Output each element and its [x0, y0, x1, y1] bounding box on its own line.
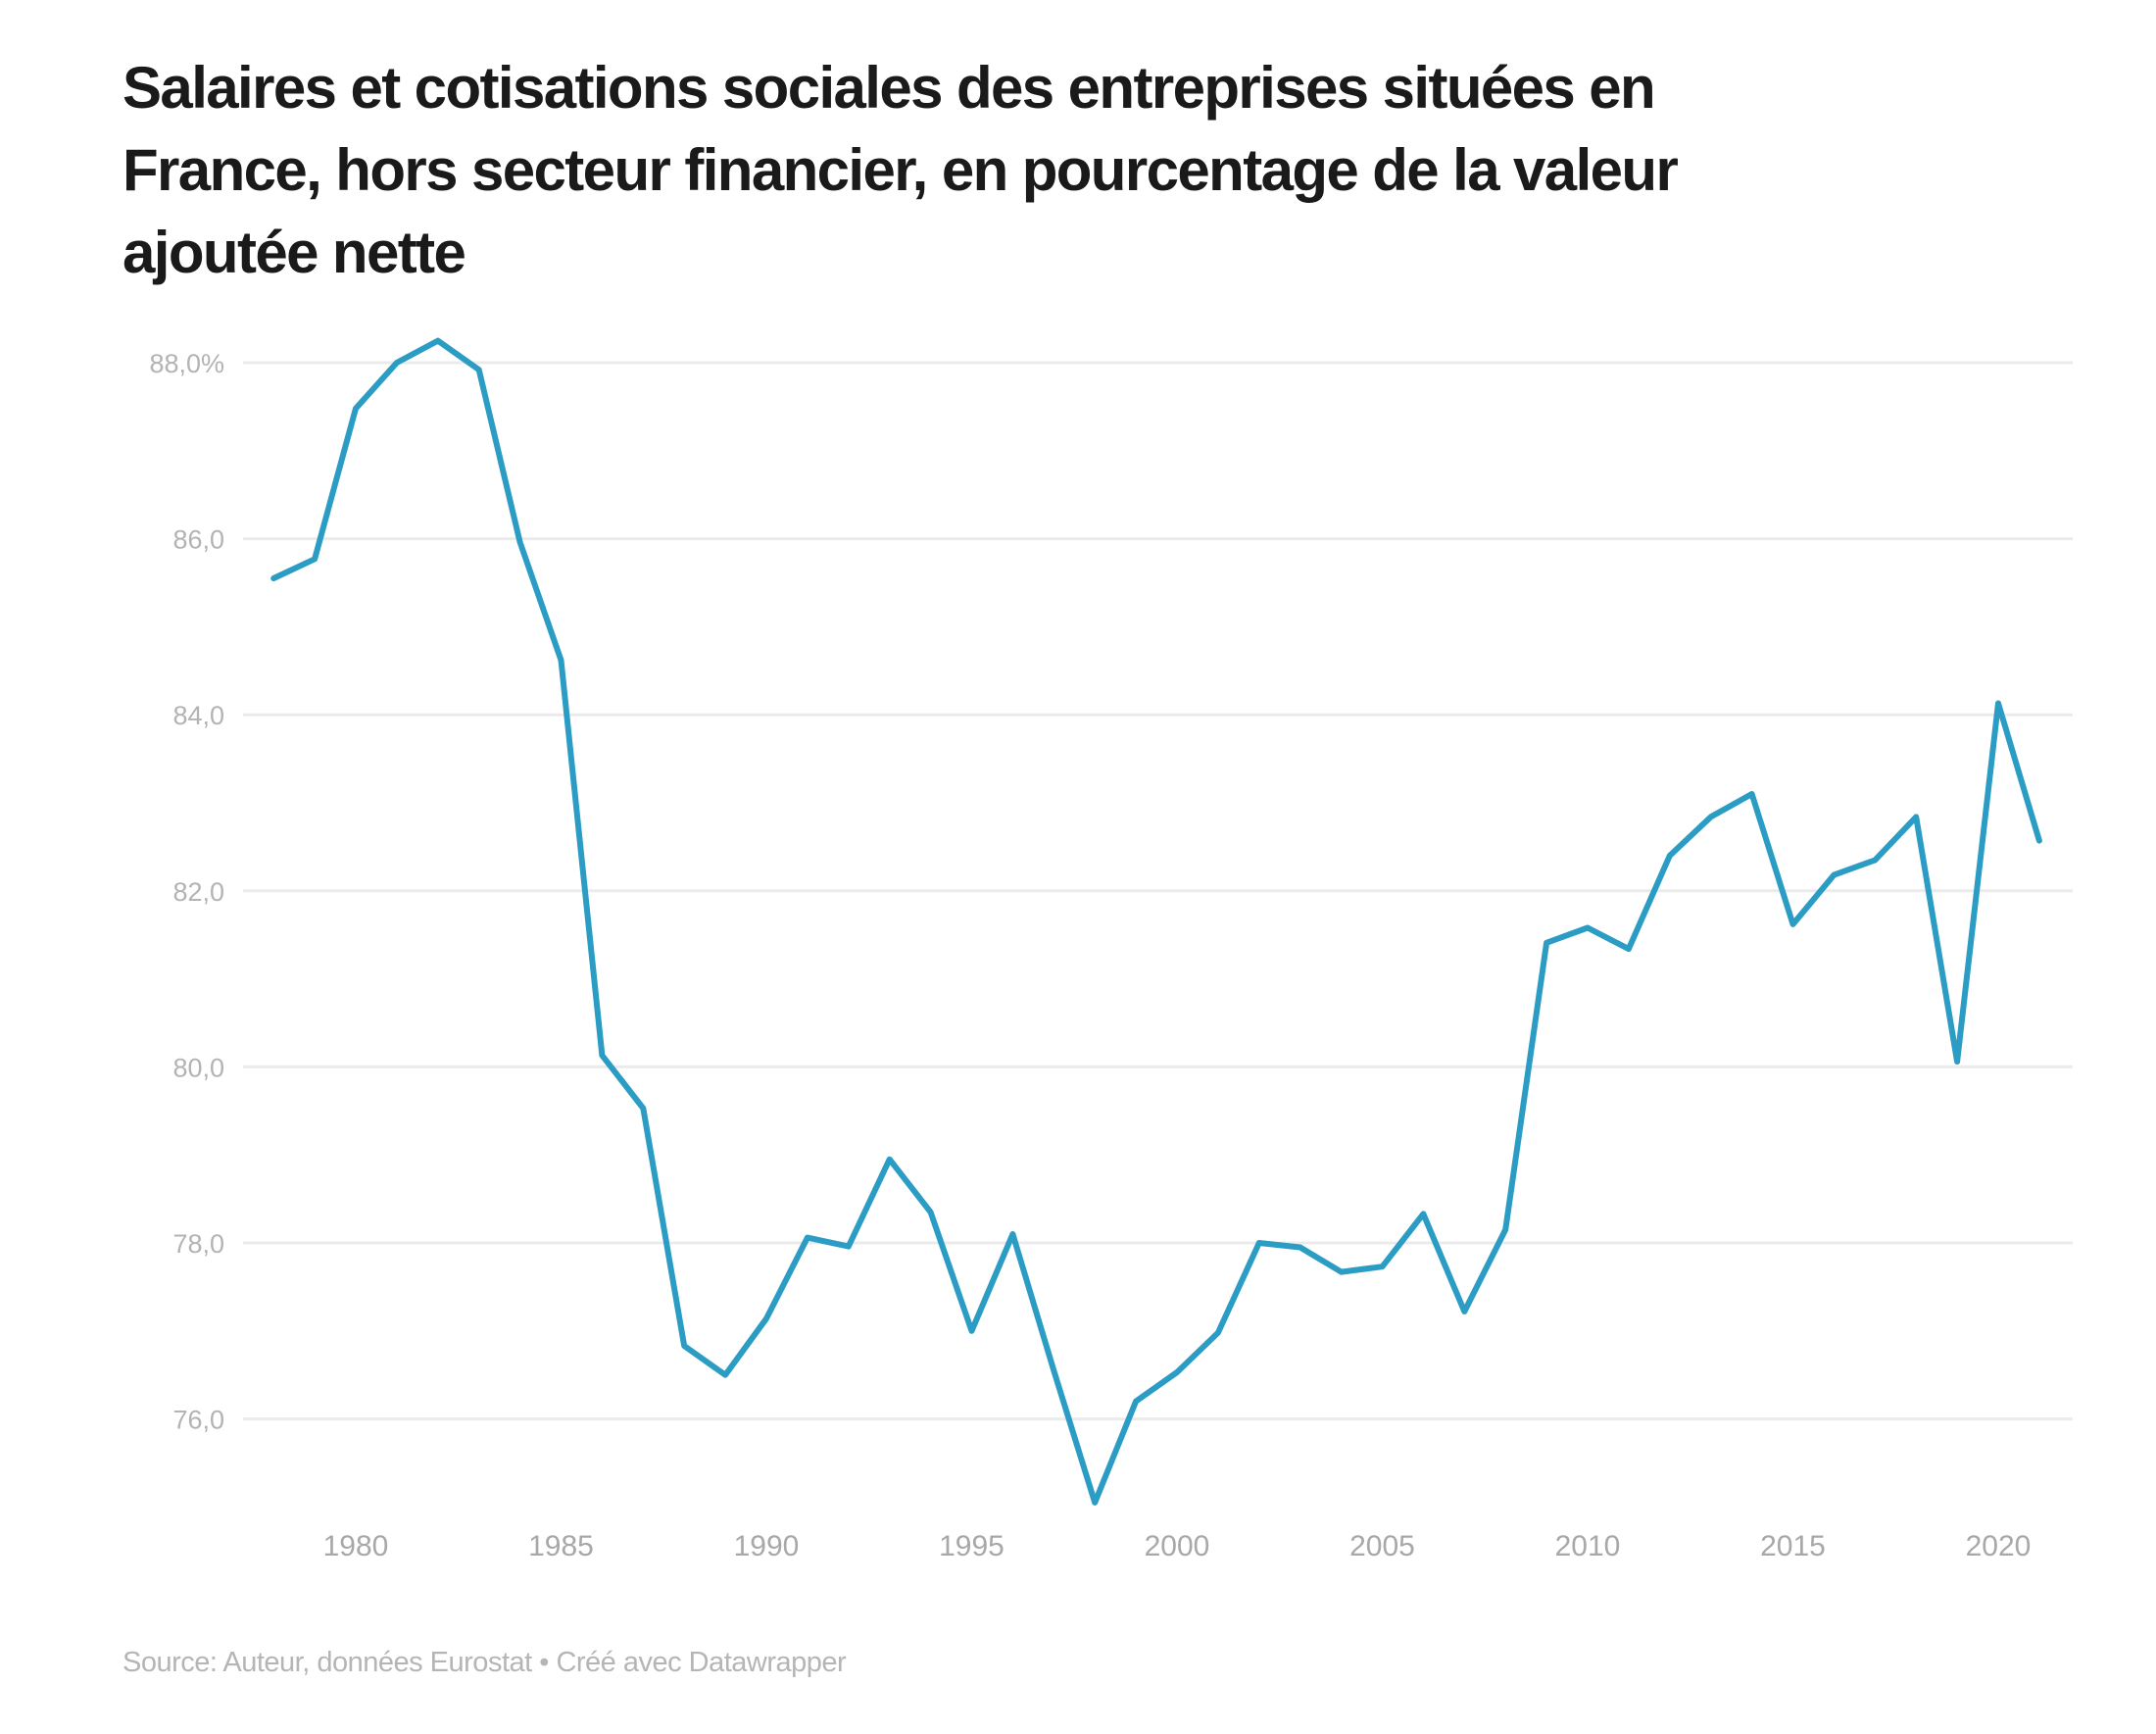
data-point [928, 1210, 934, 1215]
data-point [1256, 1240, 1262, 1246]
x-tick-label: 1985 [528, 1530, 594, 1562]
data-point [270, 575, 276, 581]
x-tick-label: 1980 [323, 1530, 389, 1562]
x-tick-label: 2000 [1145, 1530, 1210, 1562]
y-tick-label: 78,0 [172, 1229, 224, 1259]
data-point [1215, 1330, 1221, 1336]
data-point [1667, 853, 1673, 859]
data-point [1051, 1367, 1056, 1373]
data-point [1995, 701, 2001, 707]
y-tick-label: 84,0 [172, 701, 224, 730]
data-point [1092, 1500, 1098, 1506]
x-tick-label: 2020 [1966, 1530, 2032, 1562]
x-tick-label: 2015 [1760, 1530, 1826, 1562]
y-tick-label: 82,0 [172, 877, 224, 907]
data-point [1502, 1227, 1508, 1233]
data-point [1872, 857, 1878, 863]
source-note: Source: Auteur, données Eurostat • Créé … [122, 1647, 847, 1678]
x-tick-label: 2010 [1555, 1530, 1621, 1562]
series-group [270, 337, 2042, 1506]
x-axis-tick-labels: 1980 1985 1990 1995 2000 2005 2010 2015 2020 [323, 1530, 2032, 1562]
data-point [763, 1315, 769, 1321]
chart-title-line-2: France, hors secteur financier, en pourc… [122, 137, 1679, 203]
data-point [312, 556, 318, 562]
x-tick-label: 1995 [939, 1530, 1004, 1562]
data-point [1749, 791, 1755, 797]
data-point [353, 406, 359, 412]
y-axis-tick-labels: 88,0% 86,0 84,0 82,0 80,0 78,0 76,0 [149, 349, 224, 1435]
y-tick-label: 76,0 [172, 1406, 224, 1435]
y-tick-label: 88,0% [149, 349, 224, 378]
data-point [559, 658, 564, 664]
x-tick-label: 1990 [734, 1530, 800, 1562]
data-point [599, 1053, 605, 1059]
data-point [1790, 921, 1796, 927]
data-point [846, 1244, 852, 1250]
data-point [969, 1328, 975, 1334]
data-point [722, 1372, 728, 1378]
data-point [1339, 1269, 1345, 1275]
data-point [1585, 925, 1591, 931]
chart-title-line-1: Salaires et cotisations sociales des ent… [122, 55, 1656, 121]
data-point [1009, 1231, 1015, 1237]
chart-title-line-3: ajoutée nette [122, 220, 466, 285]
data-point [1708, 814, 1714, 819]
data-point [1913, 814, 1919, 819]
y-tick-label: 80,0 [172, 1053, 224, 1082]
data-point [1380, 1263, 1386, 1269]
data-point [1544, 940, 1549, 946]
series-line [270, 337, 2042, 1506]
data-point [435, 338, 441, 344]
data-point [476, 367, 482, 372]
data-point [1831, 872, 1837, 878]
data-point [1954, 1059, 1960, 1065]
data-point [681, 1343, 687, 1349]
gridlines [243, 361, 2073, 1421]
y-tick-label: 86,0 [172, 525, 224, 555]
data-point [1298, 1244, 1303, 1250]
data-point [1174, 1369, 1180, 1375]
data-point [2036, 838, 2042, 844]
data-point [1626, 946, 1632, 952]
data-point [1461, 1309, 1467, 1314]
x-tick-label: 2005 [1349, 1530, 1415, 1562]
data-point [517, 539, 523, 545]
data-point [805, 1235, 810, 1241]
data-point [640, 1106, 646, 1112]
chart-title: Salaires et cotisations sociales des ent… [122, 47, 2102, 294]
data-point [887, 1157, 893, 1163]
data-point [394, 360, 400, 366]
data-point [1133, 1399, 1139, 1405]
data-point [1420, 1211, 1426, 1216]
